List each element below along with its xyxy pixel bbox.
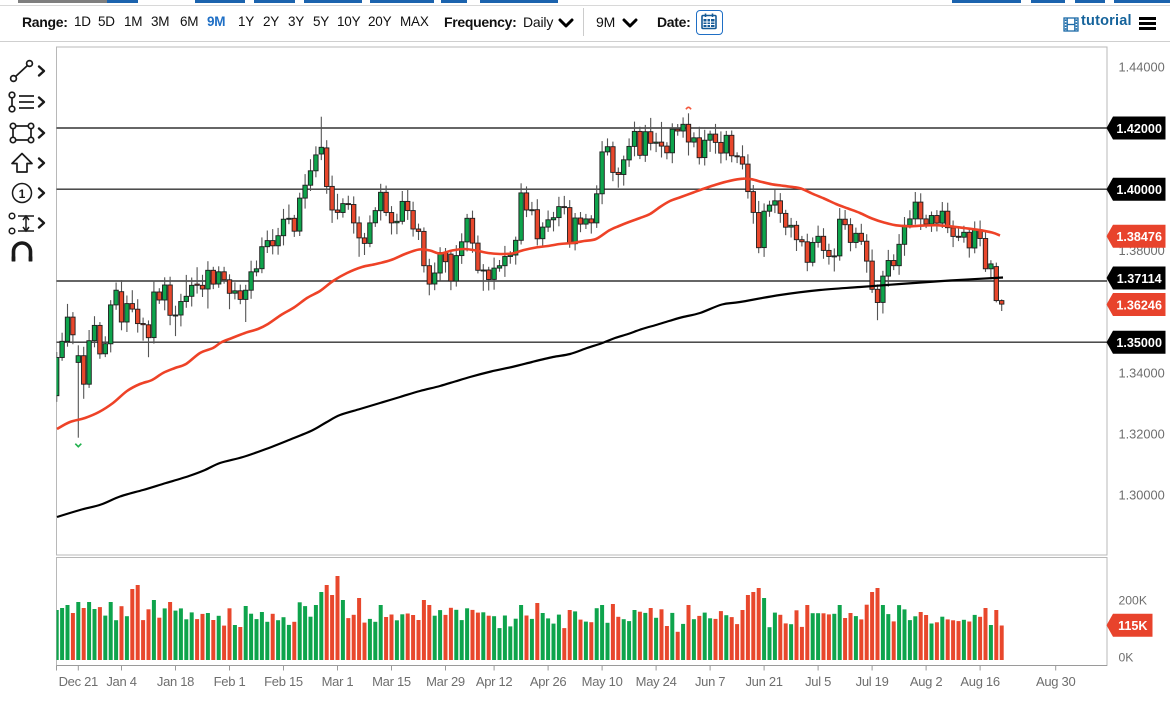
svg-text:Jul 5: Jul 5 <box>805 674 831 689</box>
svg-text:Feb 1: Feb 1 <box>214 674 246 689</box>
svg-text:1.42000: 1.42000 <box>1116 122 1162 136</box>
svg-text:Jun 21: Jun 21 <box>745 674 782 689</box>
svg-text:1.38476: 1.38476 <box>1116 230 1162 244</box>
svg-text:Mar 29: Mar 29 <box>426 674 465 689</box>
svg-text:1.36246: 1.36246 <box>1116 298 1162 312</box>
svg-text:1.34000: 1.34000 <box>1119 365 1165 380</box>
svg-text:0K: 0K <box>1119 651 1134 665</box>
svg-text:Jan 18: Jan 18 <box>157 674 194 689</box>
svg-text:Aug 30: Aug 30 <box>1036 674 1075 689</box>
svg-text:Jun 7: Jun 7 <box>695 674 725 689</box>
svg-text:1.30000: 1.30000 <box>1119 488 1165 503</box>
svg-text:1.37114: 1.37114 <box>1117 272 1162 286</box>
svg-text:Mar 15: Mar 15 <box>372 674 411 689</box>
svg-text:1.40000: 1.40000 <box>1116 183 1162 197</box>
svg-text:Feb 15: Feb 15 <box>264 674 303 689</box>
svg-text:Aug 2: Aug 2 <box>910 674 943 689</box>
svg-text:1.44000: 1.44000 <box>1119 59 1165 74</box>
svg-text:1: 1 <box>19 187 26 201</box>
svg-text:Aug 16: Aug 16 <box>960 674 999 689</box>
svg-text:Apr 12: Apr 12 <box>476 674 513 689</box>
svg-text:Dec 21: Dec 21 <box>59 674 98 689</box>
svg-text:Jan 4: Jan 4 <box>106 674 136 689</box>
svg-text:May 24: May 24 <box>636 674 677 689</box>
svg-text:Mar 1: Mar 1 <box>322 674 354 689</box>
svg-text:115K: 115K <box>1118 619 1147 633</box>
svg-text:Jul 19: Jul 19 <box>856 674 889 689</box>
svg-text:1.35000: 1.35000 <box>1116 336 1162 350</box>
svg-text:1.32000: 1.32000 <box>1119 427 1165 442</box>
svg-text:May 10: May 10 <box>582 674 623 689</box>
svg-text:200K: 200K <box>1119 594 1147 608</box>
svg-text:Apr 26: Apr 26 <box>530 674 567 689</box>
